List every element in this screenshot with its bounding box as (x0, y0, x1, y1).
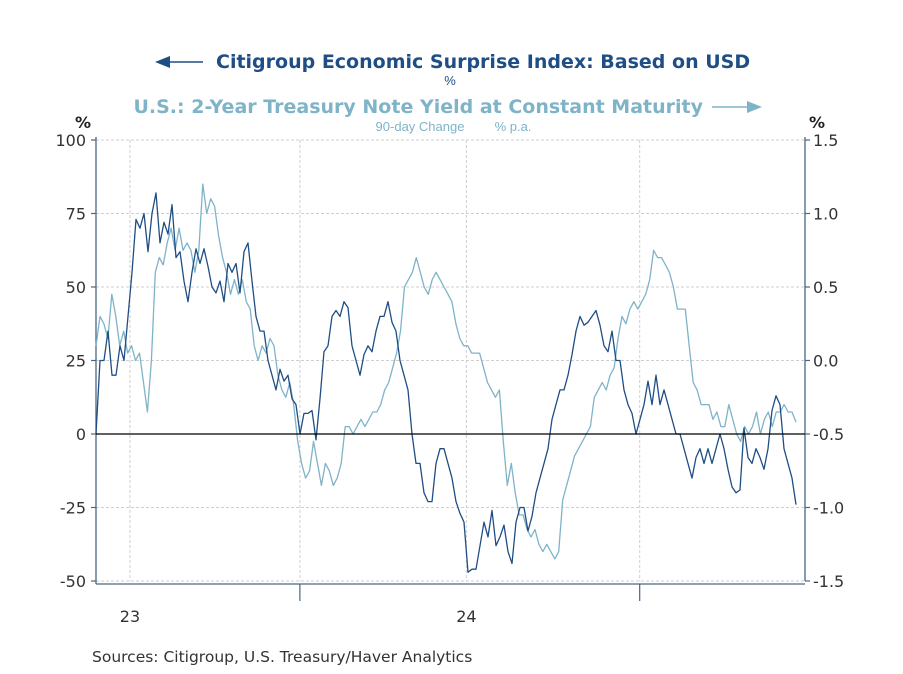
axes: 100 75 50 25 0 -25 -50 1.5 1.0 0.5 0.0 -0.5 -1.0 -1.5… (55, 131, 844, 626)
left-tick-label: 75 (66, 205, 86, 224)
x-tick-label: 24 (456, 607, 476, 626)
left-series-title: Citigroup Economic Surprise Index: Based… (216, 51, 750, 73)
left-tick-label: 0 (76, 425, 86, 444)
right-series-unit: % p.a. (495, 119, 532, 134)
gridlines (96, 139, 805, 582)
right-tick-label: -1.5 (813, 572, 844, 591)
left-tick-label: 25 (66, 352, 86, 371)
right-axis-label: % (809, 113, 825, 132)
right-tick-label: 1.0 (813, 205, 838, 224)
right-tick-label: -1.0 (813, 499, 844, 518)
right-tick-label: 0.0 (813, 352, 838, 371)
left-arrow-icon (155, 56, 170, 68)
series-lines (95, 183, 805, 573)
right-tick-label: -0.5 (813, 425, 844, 444)
source-note: Sources: Citigroup, U.S. Treasury/Haver … (92, 648, 472, 666)
left-axis-label: % (75, 113, 91, 132)
x-tick-label: 23 (120, 607, 140, 626)
left-tick-label: 50 (66, 278, 86, 297)
legend-right-series: U.S.: 2-Year Treasury Note Yield at Cons… (133, 96, 762, 134)
legend-left-series: Citigroup Economic Surprise Index: Based… (155, 51, 750, 88)
right-tick-label: 0.5 (813, 278, 838, 297)
left-tick-label: -50 (60, 572, 86, 591)
left-tick-label: 100 (55, 131, 86, 150)
right-series-title: U.S.: 2-Year Treasury Note Yield at Cons… (133, 96, 703, 118)
right-series-subtitle: 90-day Change (376, 119, 465, 134)
treasury-2y-change-line (95, 183, 797, 560)
right-arrow-icon (747, 101, 762, 113)
left-tick-label: -25 (60, 499, 86, 518)
left-series-unit: % (444, 73, 456, 88)
citi-surprise-index-line (95, 192, 797, 573)
right-tick-label: 1.5 (813, 131, 838, 150)
